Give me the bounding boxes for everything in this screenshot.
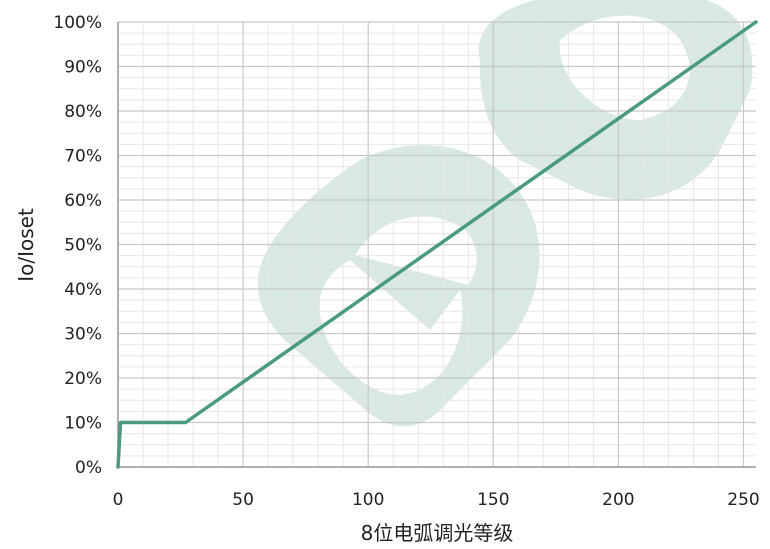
watermark-shape-large [478, 0, 753, 200]
x-tick-label: 250 [727, 490, 759, 510]
x-tick-label: 50 [232, 490, 254, 510]
x-tick-label: 100 [352, 490, 384, 510]
y-tick-label: 40% [64, 280, 102, 300]
x-tick-label: 200 [602, 490, 634, 510]
y-tick-label: 100% [53, 13, 102, 33]
y-tick-label: 0% [75, 458, 102, 478]
y-tick-labels: 0% 10% 20% 30% 40% 50% 60% 70% 80% 90% 100% [53, 13, 102, 478]
x-axis-title: 8位电弧调光等级 [361, 521, 514, 545]
series-line-0 [116, 20, 758, 469]
y-axis-title: Io/Ioset [14, 208, 38, 282]
watermark-logo [257, 0, 753, 427]
y-tick-label: 20% [64, 369, 102, 389]
axes [117, 22, 756, 468]
y-tick-label: 50% [64, 236, 102, 256]
y-tick-label: 30% [64, 325, 102, 345]
x-tick-label: 0 [113, 490, 124, 510]
y-tick-label: 90% [64, 58, 102, 78]
x-tick-labels: 0 50 100 150 200 250 [113, 490, 760, 510]
watermark-shape-small [257, 145, 540, 427]
grid [117, 21, 756, 468]
y-tick-label: 80% [64, 102, 102, 122]
y-tick-label: 70% [64, 147, 102, 167]
series-layer [116, 20, 758, 469]
y-tick-label: 10% [64, 414, 102, 434]
y-tick-label: 60% [64, 191, 102, 211]
x-tick-label: 150 [477, 490, 509, 510]
